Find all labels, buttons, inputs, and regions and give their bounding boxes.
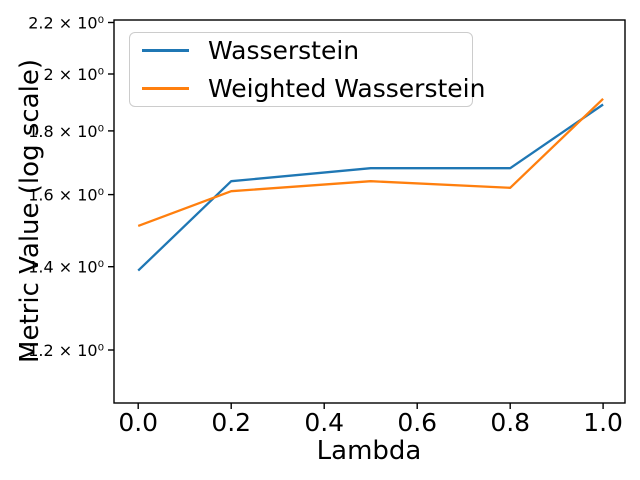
y-tick-label: 2 × 10⁰: [43, 65, 104, 84]
y-axis-ticks: 1.2 × 10⁰ 1.4 × 10⁰ 1.6 × 10⁰ 1.8 × 10⁰ 2 × …: [28, 14, 114, 360]
y-tick-label: 1.2 × 10⁰: [28, 341, 104, 360]
series-line-weighted-wasserstein: [137, 97, 604, 227]
x-tick-label: 0.2: [211, 408, 251, 437]
legend-line-sample-weighted-wasserstein: [142, 86, 189, 90]
y-tick-label: 1.8 × 10⁰: [28, 122, 104, 141]
series-lines: [137, 97, 604, 272]
y-tick-label: 1.6 × 10⁰: [28, 186, 104, 205]
legend-line-sample-wasserstein: [142, 49, 189, 53]
legend: Wasserstein Weighted Wasserstein: [129, 32, 485, 107]
legend-item-wasserstein: Wasserstein: [142, 37, 472, 65]
legend-label-wasserstein: Wasserstein: [208, 36, 360, 65]
x-tick-label: 1.0: [583, 408, 623, 437]
x-tick-label: 0.0: [118, 408, 158, 437]
series-line-wasserstein: [137, 103, 604, 272]
y-tick-label: 2.2 × 10⁰: [28, 14, 104, 33]
x-tick-label: 0.6: [397, 408, 437, 437]
legend-item-weighted-wasserstein: Weighted Wasserstein: [142, 74, 485, 103]
legend-label-weighted-wasserstein: Weighted Wasserstein: [208, 73, 486, 103]
x-axis-ticks: 0.0 0.2 0.4 0.6 0.8 1.0: [118, 403, 623, 437]
x-axis-label: Lambda: [317, 436, 422, 466]
x-tick-label: 0.8: [490, 408, 530, 437]
x-tick-label: 0.4: [304, 408, 344, 437]
y-axis-label: Metric Value (log scale): [15, 59, 45, 363]
y-tick-label: 1.4 × 10⁰: [28, 258, 104, 277]
axes-frame: [113, 19, 626, 404]
